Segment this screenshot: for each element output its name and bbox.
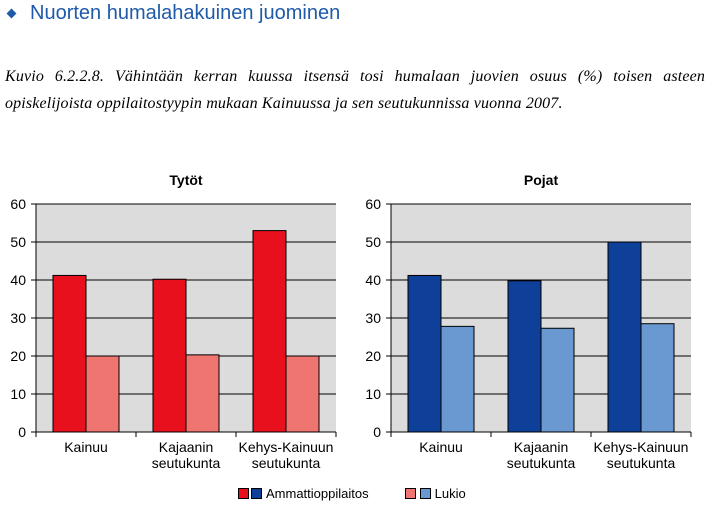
- y-tick-label: 0: [18, 424, 26, 440]
- chart-title: Pojat: [524, 172, 559, 188]
- x-category-label: seutukunta: [507, 455, 576, 471]
- x-category-label: seutukunta: [152, 455, 221, 471]
- legend-swatch-boys-ammatti: [251, 488, 262, 499]
- x-category-label: Kehys-Kainuun: [239, 439, 334, 455]
- y-tick-label: 10: [365, 386, 381, 402]
- legend-swatch-boys-lukio: [419, 488, 431, 499]
- x-category-label: seutukunta: [607, 455, 676, 471]
- bar-girls-lukio: [185, 354, 220, 433]
- x-category-label: Kajaanin: [514, 439, 569, 455]
- legend-label-lukio: Lukio: [434, 486, 466, 501]
- y-tick-label: 10: [10, 386, 26, 402]
- y-tick-label: 50: [10, 234, 26, 250]
- diamond-bullet-icon: [6, 8, 17, 19]
- x-category-label: Kainuu: [64, 439, 108, 455]
- y-tick-label: 30: [365, 310, 381, 326]
- section-heading: Nuorten humalahakuinen juominen: [6, 2, 340, 25]
- y-tick-label: 60: [10, 196, 26, 212]
- bar-boys-lukio: [540, 327, 575, 433]
- legend-label-ammattioppilaitos: Ammattioppilaitos: [266, 486, 369, 501]
- chart-legend: Ammattioppilaitos Lukio: [238, 486, 466, 501]
- bar-girls-ammatti: [252, 230, 287, 433]
- y-tick-label: 0: [373, 424, 381, 440]
- section-heading-text: Nuorten humalahakuinen juominen: [30, 2, 341, 24]
- y-tick-label: 60: [365, 196, 381, 212]
- x-category-label: Kajaanin: [159, 439, 214, 455]
- x-category-label: Kainuu: [419, 439, 463, 455]
- bar-girls-ammatti: [152, 278, 187, 433]
- bar-girls-lukio: [85, 355, 120, 433]
- legend-swatch-girls-lukio: [404, 488, 416, 499]
- x-category-label: Kehys-Kainuun: [594, 439, 689, 455]
- bar-boys-ammatti: [607, 241, 642, 433]
- chart-title: Tytöt: [169, 172, 203, 188]
- bar-girls-ammatti: [52, 274, 87, 433]
- y-tick-label: 20: [365, 348, 381, 364]
- bar-boys-ammatti: [407, 274, 442, 433]
- figure-caption: Kuvio 6.2.2.8. Vähintään kerran kuussa i…: [5, 68, 705, 112]
- legend-item-lukio: Lukio: [404, 486, 466, 501]
- legend-swatch-girls-ammatti: [238, 488, 249, 499]
- y-tick-label: 30: [10, 310, 26, 326]
- chart-girls: Tytöt 0 10 20 30 40 50 60 Kainuu Kajaanin seutukun…: [0, 165, 355, 477]
- bar-boys-lukio: [640, 323, 675, 433]
- y-tick-label: 40: [365, 272, 381, 288]
- y-tick-label: 40: [10, 272, 26, 288]
- bar-boys-ammatti: [507, 280, 542, 433]
- chart-boys: Pojat 0 10 20 30 40 50 60 Kainuu Kajaanin seutukun…: [355, 165, 710, 477]
- bar-boys-lukio: [440, 325, 475, 433]
- y-tick-label: 20: [10, 348, 26, 364]
- legend-item-ammattioppilaitos: Ammattioppilaitos: [238, 486, 369, 501]
- bar-girls-lukio: [285, 355, 320, 433]
- x-category-label: seutukunta: [252, 455, 321, 471]
- y-tick-label: 50: [365, 234, 381, 250]
